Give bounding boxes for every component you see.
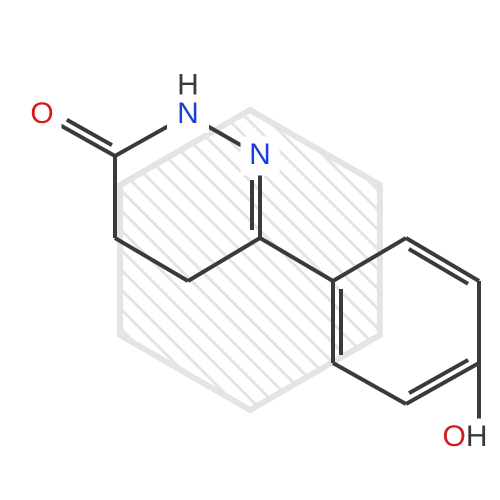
molecule-diagram: OHNNOH [0,0,500,500]
atom-OH: OH [442,420,487,453]
atom-O: O [30,97,53,130]
atom-N: N [177,97,199,130]
atom-N: N [249,138,271,171]
